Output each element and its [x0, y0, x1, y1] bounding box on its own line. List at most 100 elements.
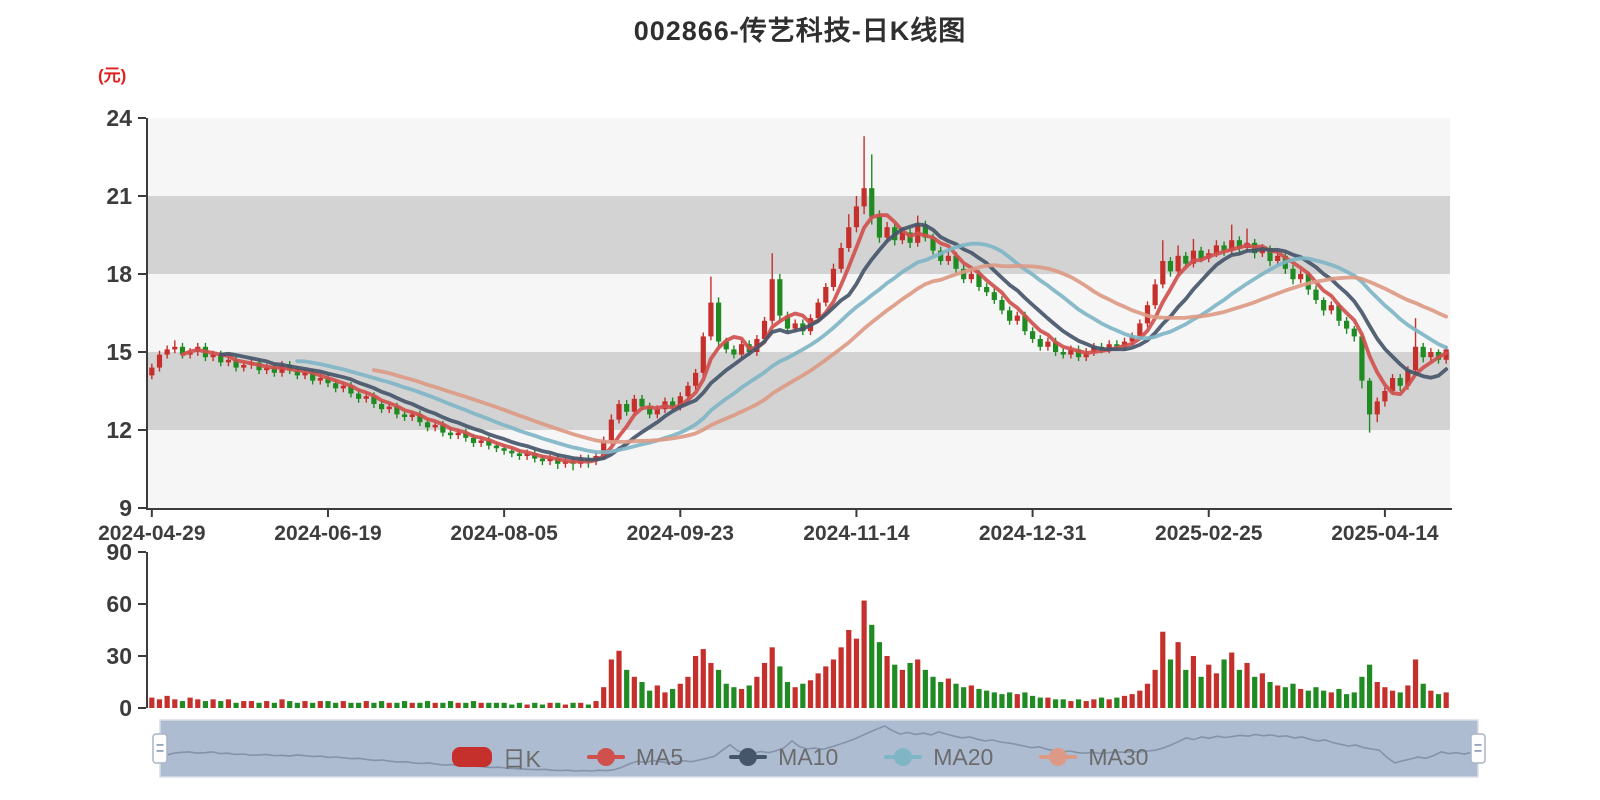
volume-bar — [179, 701, 186, 708]
legend-label: 日K — [502, 746, 541, 772]
candle-body — [608, 419, 614, 441]
candle-body — [823, 287, 829, 303]
legend-item-daily-k[interactable]: 日K — [451, 740, 541, 774]
legend-item-ma20[interactable]: MA20 — [884, 744, 993, 771]
volume-bar — [1405, 685, 1411, 708]
volume-bar — [279, 699, 285, 708]
candle-body — [164, 349, 170, 355]
legend-item-ma5[interactable]: MA5 — [586, 744, 683, 771]
volume-bar — [639, 682, 645, 708]
candle-body — [700, 336, 706, 373]
ma10-legend-icon — [729, 747, 768, 767]
axes: 24 21 18 15 12 9 90 60 30 0 2024-04-29 2024-06-19 20… — [98, 105, 1452, 721]
volume-bar — [608, 659, 614, 708]
candle-body — [731, 349, 737, 355]
candle-body — [348, 385, 354, 394]
volume-bar — [486, 702, 492, 708]
volume-bar — [670, 688, 676, 708]
candle-body — [1022, 315, 1028, 332]
datazoom-slider[interactable] — [152, 719, 1486, 778]
candle-body — [1007, 310, 1013, 321]
candle-body — [639, 398, 645, 407]
candle-body — [409, 414, 415, 417]
volume-bar — [1382, 687, 1388, 708]
volume-bar — [999, 694, 1005, 708]
candle-body — [371, 396, 377, 404]
price-unit-label: (元) — [98, 66, 127, 85]
volume-axis-label: 0 — [119, 695, 132, 721]
candle-body — [792, 323, 798, 329]
candle-body — [1236, 240, 1242, 248]
candle-body — [761, 320, 768, 339]
candle-body — [1359, 336, 1365, 381]
volume-bar — [562, 704, 569, 708]
volume-bar — [570, 702, 576, 708]
candle-body — [1267, 248, 1273, 261]
candle-body — [317, 378, 323, 381]
volume-series[interactable] — [149, 600, 1449, 708]
candle-body — [501, 448, 507, 451]
date-axis-label: 2024-12-31 — [979, 522, 1087, 545]
legend-item-ma10[interactable]: MA10 — [729, 744, 838, 771]
volume-bar — [1160, 631, 1166, 708]
volume-bar — [915, 659, 921, 708]
candle-body — [777, 279, 783, 316]
candle-body — [723, 341, 729, 350]
volume-bar — [792, 687, 798, 708]
volume-bar — [861, 600, 867, 708]
volume-bar — [907, 662, 913, 708]
candle-body — [991, 292, 997, 300]
volume-bar — [271, 702, 277, 708]
candle-body — [1106, 344, 1112, 350]
candle-body — [524, 453, 530, 456]
volume-bar — [693, 656, 699, 708]
candle-body — [938, 250, 944, 261]
datazoom-left-handle[interactable] — [152, 733, 168, 764]
candle-body — [738, 344, 745, 355]
candle-body — [1190, 250, 1197, 264]
candle-body — [1221, 245, 1227, 251]
volume-bar — [1374, 682, 1380, 708]
candlestick-legend-icon — [451, 747, 492, 767]
candle-body — [149, 367, 155, 376]
volume-axis-label: 90 — [106, 539, 132, 565]
candle-body — [1045, 341, 1051, 347]
volume-bar — [1298, 688, 1304, 708]
volume-bar — [823, 666, 829, 708]
volume-bar — [386, 702, 392, 708]
date-axis-label: 2024-09-23 — [627, 522, 734, 545]
legend-item-ma30[interactable]: MA30 — [1039, 744, 1148, 771]
volume-bar — [892, 664, 898, 708]
candle-body — [968, 274, 974, 280]
datazoom-right-handle[interactable] — [1470, 733, 1486, 764]
volume-bar — [1313, 687, 1319, 708]
volume-bar — [401, 701, 408, 708]
volume-bar — [631, 676, 637, 708]
volume-bar — [754, 676, 760, 708]
candle-body — [693, 372, 699, 386]
candle-body — [1137, 323, 1143, 337]
volume-bar — [202, 701, 209, 708]
candle-body — [486, 440, 492, 446]
candle-body — [1397, 378, 1403, 386]
volume-bar — [746, 685, 752, 708]
candle-body — [509, 450, 515, 454]
volume-bar — [241, 701, 247, 708]
volume-bar — [1435, 694, 1442, 708]
volume-bar — [187, 697, 193, 708]
volume-bar — [432, 702, 438, 708]
volume-bar — [1198, 676, 1204, 708]
volume-bar — [800, 683, 806, 708]
candle-body — [953, 255, 959, 269]
date-axis-label: 2025-02-25 — [1155, 522, 1263, 545]
candle-body — [1313, 289, 1319, 300]
volume-bar — [555, 702, 561, 708]
candle-body — [930, 237, 936, 251]
volume-bar — [1144, 683, 1151, 708]
candle-body — [241, 365, 247, 368]
candle-body — [1321, 300, 1327, 311]
candle-body — [325, 378, 331, 384]
volume-bar — [1305, 690, 1311, 708]
volume-bar — [1022, 692, 1028, 708]
